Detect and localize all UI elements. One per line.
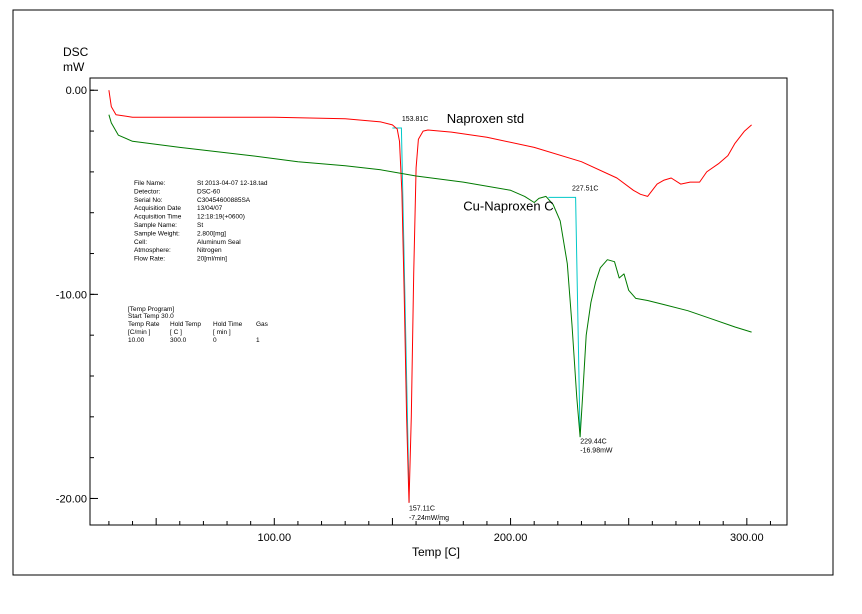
temp-program-header: Temp Rate (128, 321, 160, 328)
temp-program-value: 10.00 (128, 337, 145, 344)
baseline-line (392, 127, 410, 503)
info-label: Sample Name: (134, 222, 177, 229)
info-label: File Name: (134, 180, 166, 187)
info-label: Flow Rate: (134, 256, 165, 263)
info-label: Sample Weight: (134, 230, 180, 237)
info-label: Acquisition Date (134, 205, 181, 212)
temp-program-value: 1 (256, 337, 260, 344)
baseline-line (548, 196, 581, 437)
temp-program-unit: [C/min ] (128, 329, 151, 336)
series-label: Naproxen std (447, 111, 524, 126)
info-label: Serial No: (134, 197, 163, 204)
y-tick-label: 0.00 (66, 85, 87, 97)
temp-program-unit: [ C ] (170, 329, 182, 336)
y-axis-label-line1: DSC (63, 45, 89, 59)
x-axis-label: Temp [C] (412, 545, 460, 559)
info-value: 13/04/07 (197, 205, 223, 212)
x-tick-label: 100.00 (257, 532, 291, 544)
series-label: Cu-Naproxen C (463, 199, 553, 214)
axis-ticks: 100.00 200.00 300.000.00-10.00-20.00 (56, 85, 771, 544)
y-axis-label-line2: mW (63, 60, 85, 74)
info-value: St (197, 222, 203, 229)
y-tick-label: -10.00 (56, 289, 87, 301)
info-value: Nitrogen (197, 247, 222, 254)
temp-program-header: Hold Temp (170, 321, 201, 328)
series-line (108, 114, 752, 438)
baselines (392, 127, 581, 503)
series-line (108, 90, 752, 503)
x-tick-label: 200.00 (494, 532, 528, 544)
plot-area (89, 77, 788, 526)
peak-annotation: 227.51C (572, 185, 598, 192)
temp-program-value: 300.0 (170, 337, 187, 344)
annotations: Naproxen std Cu-Naproxen C 153.81C 157.11C -… (402, 111, 613, 522)
info-value: St 2013-04-07 12-18.tad (197, 180, 268, 187)
peak-annotation: 157.11C (409, 506, 435, 513)
temp-program-start: Start Temp 30.0 (128, 313, 174, 320)
info-label: Detector: (134, 188, 161, 195)
outer-border (12, 9, 834, 576)
info-value: 2.800[mg] (197, 230, 226, 237)
temp-program-title: [Temp Program] (128, 306, 174, 313)
info-value: C30454600885SA (197, 197, 251, 204)
peak-annotation: 153.81C (402, 116, 428, 123)
peak-annotation: -16.98mW (580, 448, 613, 455)
info-value: Aluminum Seal (197, 239, 241, 246)
temp-program-value: 0 (213, 337, 217, 344)
peak-annotation: -7.24mW/mg (409, 515, 449, 522)
info-value: 12:18:19(+0600) (197, 214, 245, 221)
temp-program-header: Gas (256, 321, 269, 328)
temp-program-unit: [ min ] (213, 329, 231, 336)
info-value: DSC-60 (197, 188, 221, 195)
peak-annotation: 229.44C (580, 438, 606, 445)
temp-program-header: Hold Time (213, 321, 243, 328)
info-label: Atmosphere: (134, 247, 171, 254)
y-tick-label: -20.00 (56, 493, 87, 505)
info-value: 20[ml/min] (197, 256, 227, 263)
info-label: Cell: (134, 239, 147, 246)
series-lines (108, 90, 752, 503)
info-block: File Name: St 2013-04-07 12-18.tad Detecto… (134, 180, 268, 263)
info-label: Acquisition Time (134, 214, 182, 221)
x-tick-label: 300.00 (730, 532, 764, 544)
